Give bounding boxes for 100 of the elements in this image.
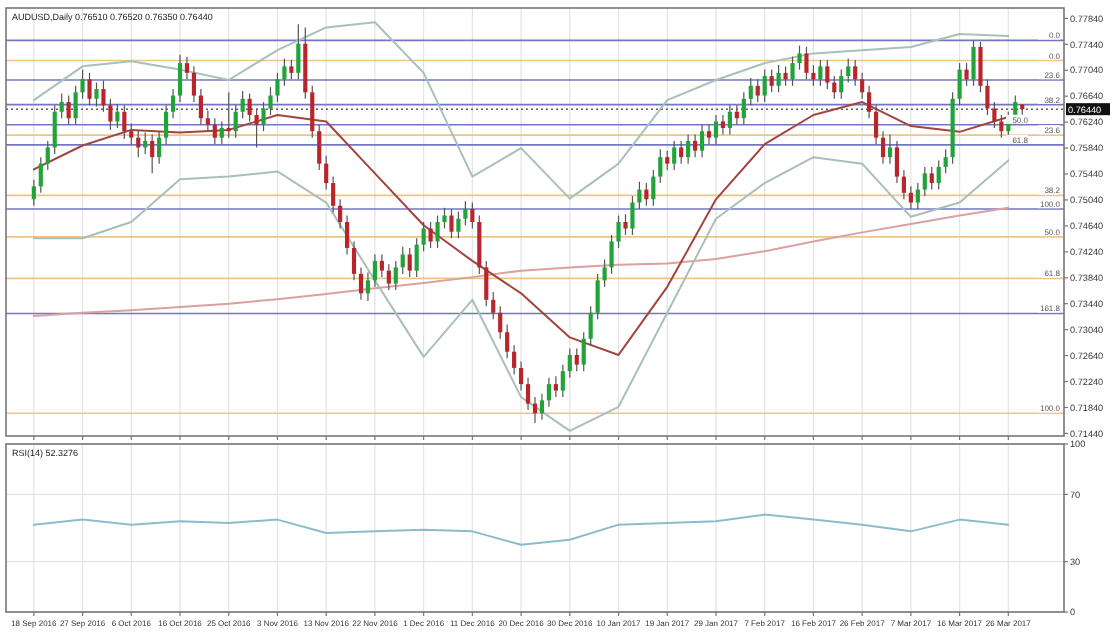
candlestick xyxy=(776,64,781,93)
candlestick xyxy=(665,150,670,171)
candlestick xyxy=(80,69,85,100)
candlestick xyxy=(45,140,50,171)
candlestick xyxy=(672,140,677,171)
candlestick xyxy=(87,72,92,106)
candlestick xyxy=(365,271,371,302)
candlestick xyxy=(372,253,377,288)
candlestick xyxy=(818,59,823,87)
candlestick xyxy=(205,109,210,132)
candlestick xyxy=(38,156,43,194)
candlestick xyxy=(602,259,607,288)
candlestick xyxy=(964,62,969,87)
candlestick xyxy=(233,104,238,139)
candlestick xyxy=(804,46,809,80)
candlestick xyxy=(435,214,440,249)
candlestick xyxy=(693,133,698,158)
candlestick xyxy=(282,57,287,87)
candlestick xyxy=(212,117,217,145)
candlestick xyxy=(539,393,545,421)
candlestick xyxy=(247,93,252,123)
candlestick xyxy=(894,140,900,184)
candlestick xyxy=(846,57,851,84)
candlestick xyxy=(581,331,586,372)
candlestick xyxy=(66,94,71,126)
candlestick xyxy=(860,72,865,100)
candlestick xyxy=(525,377,531,411)
line-series xyxy=(32,156,1010,432)
candlestick xyxy=(157,130,162,165)
candlestick xyxy=(122,104,127,140)
candlestick xyxy=(344,214,350,256)
candlestick xyxy=(887,133,893,165)
candlestick xyxy=(999,114,1004,139)
candlestick xyxy=(588,305,593,346)
candlestick xyxy=(699,124,705,158)
candlestick xyxy=(630,195,635,236)
candlestick xyxy=(52,104,57,155)
candlestick xyxy=(922,166,927,197)
candlestick xyxy=(31,179,36,207)
candlestick xyxy=(428,221,433,249)
candlestick xyxy=(351,240,357,281)
candlestick xyxy=(491,291,496,320)
candlestick xyxy=(275,72,280,103)
candlestick xyxy=(198,88,203,126)
candlestick xyxy=(358,266,364,301)
candlestick xyxy=(268,86,273,116)
candlestick xyxy=(686,133,691,165)
candlestick xyxy=(741,91,746,126)
candlestick xyxy=(449,208,454,239)
candlestick xyxy=(929,166,934,191)
candlestick xyxy=(915,182,920,210)
candlestick xyxy=(421,221,426,252)
candlestick xyxy=(108,98,113,131)
candlestick xyxy=(679,140,684,165)
candlestick xyxy=(609,234,614,275)
candlestick xyxy=(386,263,391,291)
candlestick xyxy=(727,104,732,136)
candlestick xyxy=(769,69,774,93)
candlestick xyxy=(170,88,176,119)
candlestick xyxy=(797,45,802,71)
candlestick xyxy=(936,159,941,191)
candlestick xyxy=(73,85,78,126)
candlestick xyxy=(755,78,760,103)
candlestick xyxy=(720,114,726,136)
line-series xyxy=(32,206,1010,318)
candlestick xyxy=(567,347,572,379)
candlestick xyxy=(790,56,795,87)
candlestick xyxy=(943,148,948,174)
candlestick xyxy=(713,114,719,145)
candlestick xyxy=(978,41,983,93)
candlestick xyxy=(407,247,412,278)
candlestick xyxy=(310,85,315,139)
candlestick xyxy=(505,323,510,359)
candlestick xyxy=(177,54,183,103)
candlestick xyxy=(512,344,517,375)
candlestick xyxy=(853,59,858,87)
candlestick xyxy=(651,169,656,207)
candlestick xyxy=(811,64,816,87)
candlestick xyxy=(477,214,482,275)
candlestick xyxy=(470,201,475,230)
candlestick xyxy=(762,69,767,103)
candlestick xyxy=(59,93,64,119)
candlestick xyxy=(880,130,886,165)
candlestick xyxy=(867,85,872,119)
candlestick xyxy=(191,65,197,103)
candlestick xyxy=(783,65,788,87)
candlestick xyxy=(184,56,190,80)
candlestick xyxy=(839,69,844,100)
candlestick xyxy=(616,214,621,249)
candlestick xyxy=(484,260,489,307)
candlestick xyxy=(150,133,155,174)
candlestick xyxy=(748,77,753,106)
candlestick xyxy=(658,148,663,184)
candlestick xyxy=(901,169,906,200)
candlestick xyxy=(574,347,579,372)
line-series xyxy=(32,513,1010,546)
candlestick xyxy=(414,237,419,278)
candlestick xyxy=(518,360,524,392)
candlestick xyxy=(637,181,642,210)
candlestick xyxy=(595,273,600,320)
